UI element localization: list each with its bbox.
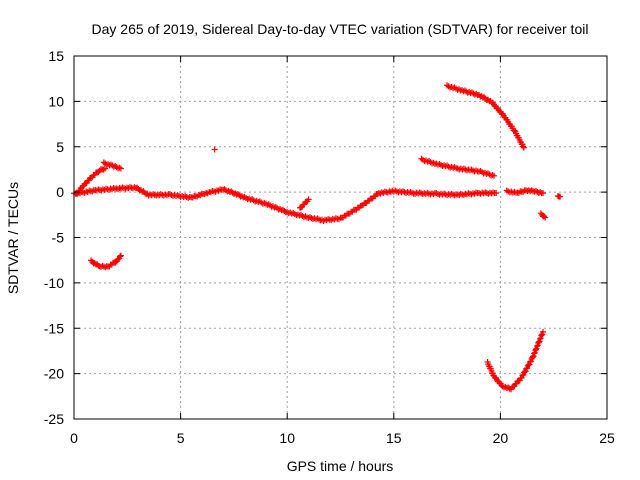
data-point [523, 365, 530, 372]
tick-labels: 0 5 10 15 20 25 -25 -20 -15 -10 -5 0 5 10 15 [44, 48, 615, 446]
series-late-band-mid [418, 155, 498, 179]
data-point [520, 144, 527, 151]
data-point [541, 213, 548, 220]
series-low-arc-early [88, 252, 124, 271]
y-tick-label: -25 [44, 411, 64, 427]
data-point [117, 252, 124, 259]
data-point [305, 196, 312, 203]
data-point [117, 165, 124, 172]
series-upward-segment [296, 196, 312, 211]
data-point [100, 166, 107, 173]
x-tick-label: 15 [386, 430, 402, 446]
y-tick-label: -20 [44, 366, 64, 382]
data-point [493, 190, 500, 197]
data-point [557, 193, 564, 200]
series-outlier [211, 146, 218, 153]
data-point [520, 143, 527, 150]
series-low-arc-late [484, 328, 547, 393]
data-point [519, 372, 526, 379]
series-early-arc-short [100, 159, 124, 172]
y-tick-label: -15 [44, 320, 64, 336]
data-point [238, 193, 245, 200]
y-tick-label: 15 [48, 48, 64, 64]
data-point [542, 214, 549, 221]
data-point [117, 253, 124, 260]
data-point [521, 368, 528, 375]
x-axis-title: GPS time / hours [287, 458, 394, 474]
axis-ticks [73, 55, 608, 420]
y-tick-label: 5 [56, 139, 64, 155]
grid-lines [74, 56, 607, 419]
data-point [232, 190, 239, 197]
data-point [229, 189, 236, 196]
data-points [71, 82, 564, 393]
data-point [527, 358, 534, 365]
data-point [525, 362, 532, 369]
x-tick-label: 20 [493, 430, 509, 446]
series-late-descent [537, 210, 549, 221]
y-tick-label: 0 [56, 184, 64, 200]
x-tick-label: 10 [279, 430, 295, 446]
data-point [236, 192, 243, 199]
data-point [540, 190, 547, 197]
y-tick-label: -5 [52, 230, 65, 246]
x-tick-label: 0 [70, 430, 78, 446]
data-point [112, 259, 119, 266]
data-point [540, 328, 547, 335]
y-tick-label: 10 [48, 93, 64, 109]
data-point [211, 146, 218, 153]
x-tick-label: 25 [599, 430, 615, 446]
series-late-small [554, 192, 564, 200]
x-tick-label: 5 [177, 430, 185, 446]
series-early-arc-upper [73, 165, 108, 197]
data-point [491, 172, 498, 179]
series-main-band [71, 184, 500, 224]
y-tick-label: -10 [44, 275, 64, 291]
series-late-band-zero [503, 187, 547, 197]
series-high-descending [444, 82, 527, 151]
chart-title: Day 265 of 2019, Sidereal Day-to-day VTE… [92, 21, 589, 37]
y-axis-title: SDTVAR / TECUs [5, 182, 21, 294]
